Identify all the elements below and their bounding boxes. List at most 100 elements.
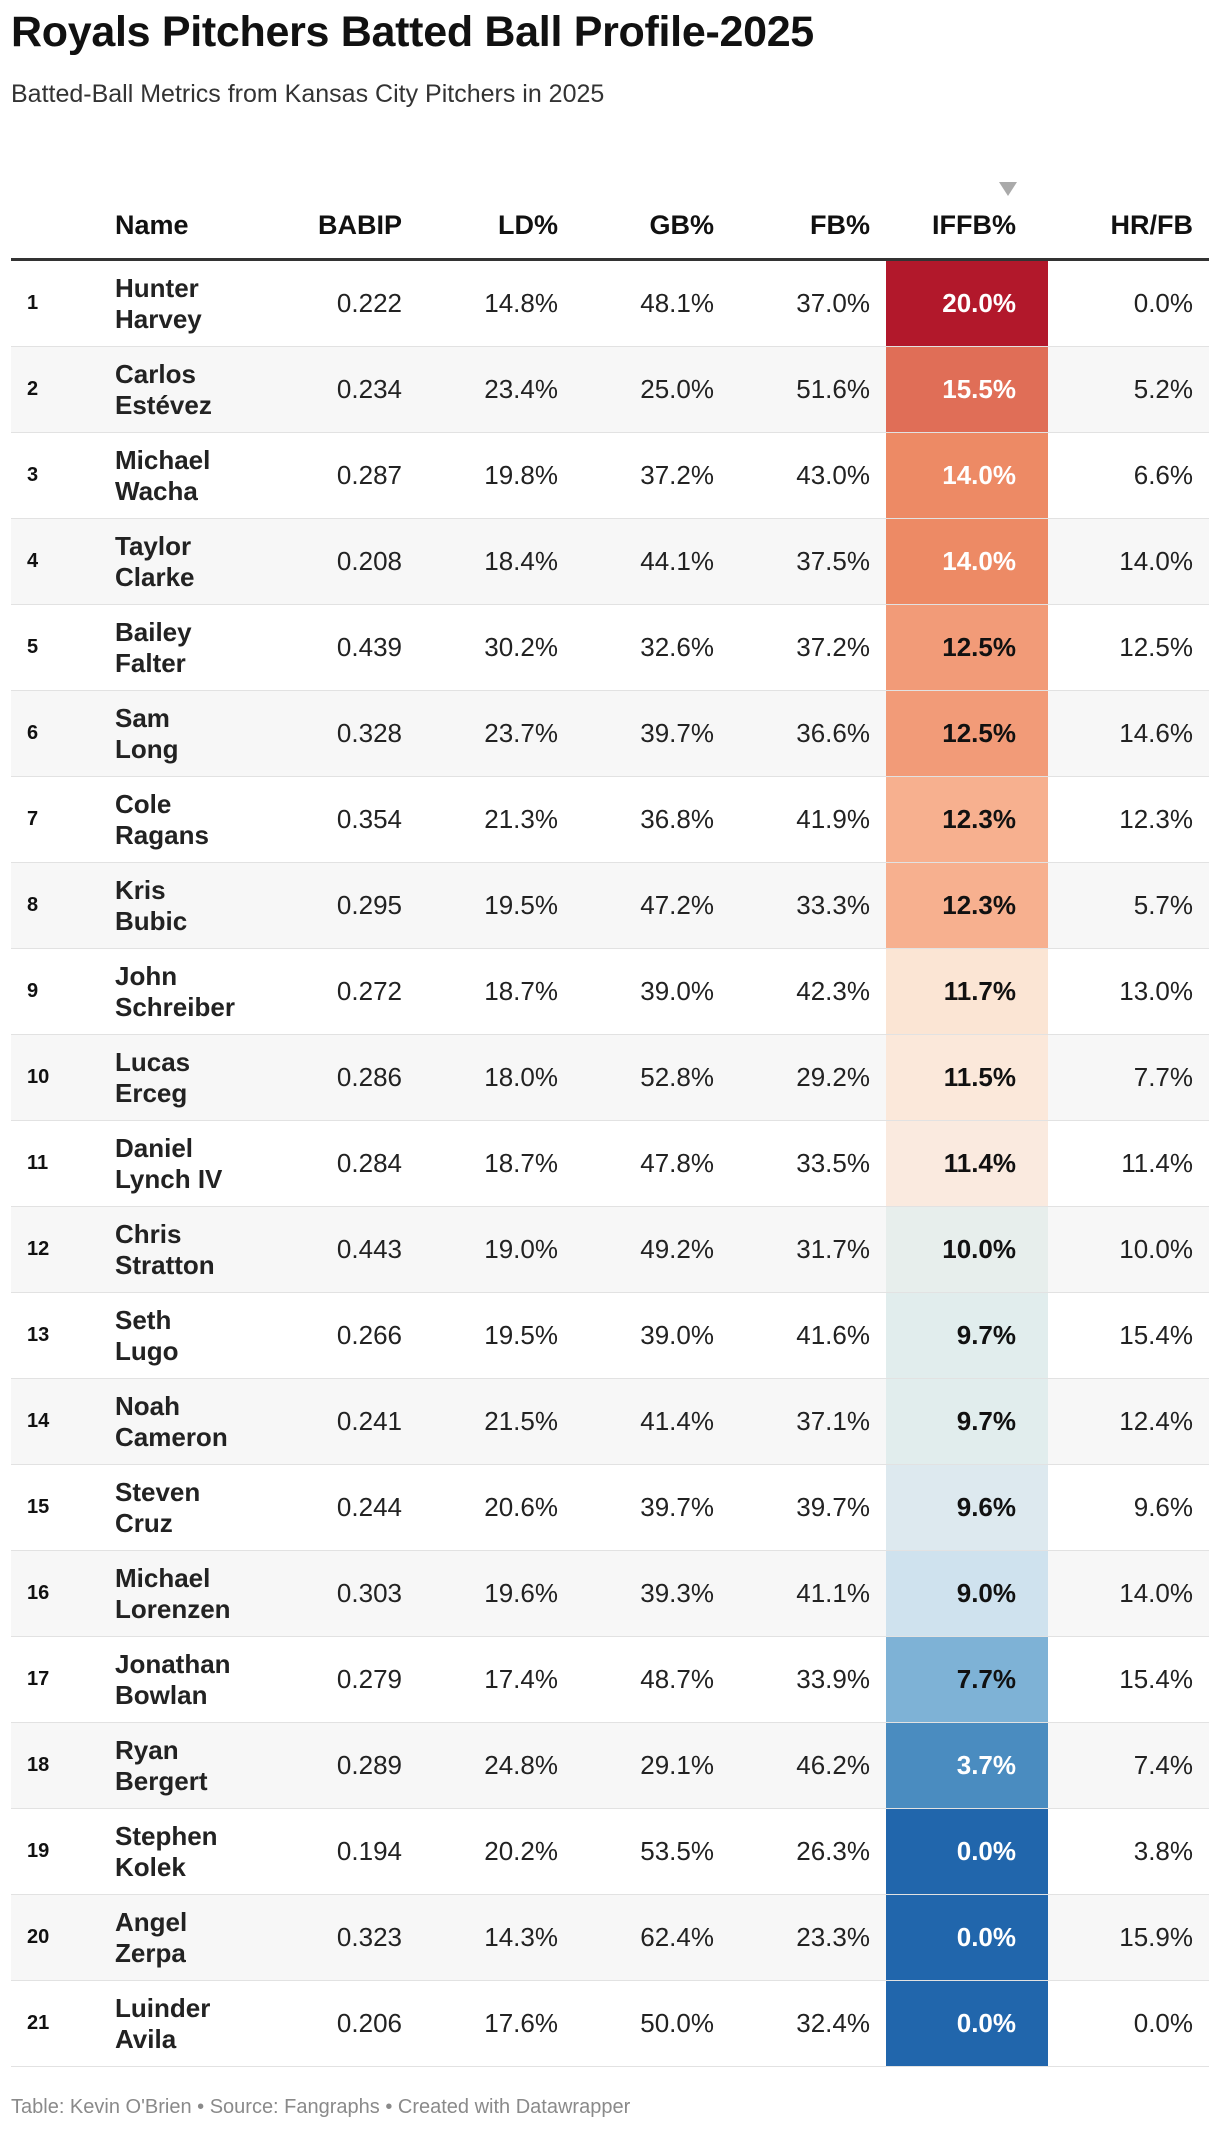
babip-cell: 0.443	[281, 1206, 418, 1293]
hrfb-cell: 11.4%	[1048, 1120, 1209, 1207]
iffb-heat-cell: 14.0%	[886, 518, 1048, 605]
fb-cell: 31.7%	[730, 1206, 886, 1293]
rank-cell: 1	[11, 259, 115, 347]
pitcher-last-name: Long	[115, 733, 179, 764]
column-header-fb[interactable]: FB%	[730, 192, 886, 261]
fb-cell: 36.6%	[730, 690, 886, 777]
pitcher-last-name: Cameron	[115, 1421, 228, 1452]
column-header-iffb[interactable]: IFFB%	[886, 192, 1048, 261]
rank-cell: 17	[11, 1636, 115, 1723]
babip-cell: 0.208	[281, 518, 418, 605]
iffb-heat-cell: 9.7%	[886, 1378, 1048, 1465]
pitcher-first-name: Angel	[115, 1906, 188, 1937]
babip-cell: 0.222	[281, 259, 418, 347]
babip-cell: 0.323	[281, 1894, 418, 1981]
table-row: 12 Chris Stratton 0.443 19.0% 49.2% 31.7% 10.0%…	[11, 1206, 1209, 1293]
iffb-heat-cell: 12.3%	[886, 862, 1048, 949]
gb-cell: 39.3%	[574, 1550, 730, 1637]
ld-cell: 21.3%	[418, 776, 574, 863]
fb-cell: 29.2%	[730, 1034, 886, 1121]
column-header-ld[interactable]: LD%	[418, 192, 574, 261]
gb-cell: 36.8%	[574, 776, 730, 863]
iffb-heat-cell: 9.0%	[886, 1550, 1048, 1637]
pitcher-first-name: Kris	[115, 874, 166, 905]
table-row: 18 Ryan Bergert 0.289 24.8% 29.1% 46.2% 3.7% 7.4…	[11, 1722, 1209, 1809]
iffb-heat-cell: 9.7%	[886, 1292, 1048, 1379]
pitcher-last-name: Ragans	[115, 819, 209, 850]
iffb-heat-cell: 14.0%	[886, 432, 1048, 519]
gb-cell: 32.6%	[574, 604, 730, 691]
rank-cell: 15	[11, 1464, 115, 1551]
ld-cell: 17.4%	[418, 1636, 574, 1723]
gb-cell: 48.7%	[574, 1636, 730, 1723]
pitcher-first-name: Cole	[115, 788, 172, 819]
table-row: 20 Angel Zerpa 0.323 14.3% 62.4% 23.3% 0.0% 15.9…	[11, 1894, 1209, 1981]
hrfb-cell: 3.8%	[1048, 1808, 1209, 1895]
pitcher-first-name: Taylor	[115, 530, 192, 561]
table-row: 11 Daniel Lynch IV 0.284 18.7% 47.8% 33.5% 11.4…	[11, 1120, 1209, 1207]
rank-cell: 5	[11, 604, 115, 691]
hrfb-cell: 10.0%	[1048, 1206, 1209, 1293]
name-cell: Seth Lugo	[115, 1292, 281, 1379]
table-row: 2 Carlos Estévez 0.234 23.4% 25.0% 51.6% 15.5% 5…	[11, 346, 1209, 433]
gb-cell: 49.2%	[574, 1206, 730, 1293]
name-cell: Taylor Clarke	[115, 518, 281, 605]
babip-cell: 0.328	[281, 690, 418, 777]
hrfb-cell: 7.7%	[1048, 1034, 1209, 1121]
gb-cell: 47.2%	[574, 862, 730, 949]
fb-cell: 46.2%	[730, 1722, 886, 1809]
fb-cell: 37.5%	[730, 518, 886, 605]
fb-cell: 41.9%	[730, 776, 886, 863]
hrfb-cell: 15.9%	[1048, 1894, 1209, 1981]
pitcher-first-name: Hunter	[115, 272, 199, 303]
pitcher-last-name: Lynch IV	[115, 1163, 223, 1194]
pitcher-first-name: Lucas	[115, 1046, 191, 1077]
gb-cell: 39.7%	[574, 690, 730, 777]
babip-cell: 0.303	[281, 1550, 418, 1637]
gb-cell: 29.1%	[574, 1722, 730, 1809]
column-header-name[interactable]: Name	[115, 192, 281, 261]
hrfb-cell: 7.4%	[1048, 1722, 1209, 1809]
column-header-hrfb[interactable]: HR/FB	[1048, 192, 1209, 261]
rank-cell: 13	[11, 1292, 115, 1379]
ld-cell: 19.8%	[418, 432, 574, 519]
gb-cell: 47.8%	[574, 1120, 730, 1207]
rank-cell: 9	[11, 948, 115, 1035]
fb-cell: 32.4%	[730, 1980, 886, 2067]
fb-cell: 39.7%	[730, 1464, 886, 1551]
ld-cell: 18.4%	[418, 518, 574, 605]
hrfb-cell: 0.0%	[1048, 259, 1209, 347]
column-header-gb[interactable]: GB%	[574, 192, 730, 261]
iffb-heat-cell: 12.3%	[886, 776, 1048, 863]
fb-cell: 33.3%	[730, 862, 886, 949]
fb-cell: 51.6%	[730, 346, 886, 433]
ld-cell: 18.7%	[418, 948, 574, 1035]
pitcher-first-name: Noah	[115, 1390, 180, 1421]
babip-cell: 0.287	[281, 432, 418, 519]
hrfb-cell: 14.0%	[1048, 1550, 1209, 1637]
gb-cell: 44.1%	[574, 518, 730, 605]
iffb-heat-cell: 0.0%	[886, 1808, 1048, 1895]
name-cell: Luinder Avila	[115, 1980, 281, 2067]
pitcher-first-name: Stephen	[115, 1820, 218, 1851]
ld-cell: 19.6%	[418, 1550, 574, 1637]
hrfb-cell: 14.6%	[1048, 690, 1209, 777]
name-cell: Chris Stratton	[115, 1206, 281, 1293]
hrfb-cell: 15.4%	[1048, 1636, 1209, 1723]
column-header-babip[interactable]: BABIP	[281, 192, 418, 261]
table-row: 4 Taylor Clarke 0.208 18.4% 44.1% 37.5% 14.0% 14…	[11, 518, 1209, 605]
gb-cell: 41.4%	[574, 1378, 730, 1465]
babip-cell: 0.279	[281, 1636, 418, 1723]
ld-cell: 30.2%	[418, 604, 574, 691]
hrfb-cell: 6.6%	[1048, 432, 1209, 519]
gb-cell: 37.2%	[574, 432, 730, 519]
rank-cell: 16	[11, 1550, 115, 1637]
fb-cell: 43.0%	[730, 432, 886, 519]
rank-cell: 11	[11, 1120, 115, 1207]
table-body: 1 Hunter Harvey 0.222 14.8% 48.1% 37.0% 20.0% 0.…	[11, 259, 1209, 2067]
name-cell: John Schreiber	[115, 948, 281, 1035]
name-cell: Michael Wacha	[115, 432, 281, 519]
column-header-rank[interactable]	[11, 192, 115, 261]
hrfb-cell: 9.6%	[1048, 1464, 1209, 1551]
pitcher-last-name: Stratton	[115, 1249, 215, 1280]
